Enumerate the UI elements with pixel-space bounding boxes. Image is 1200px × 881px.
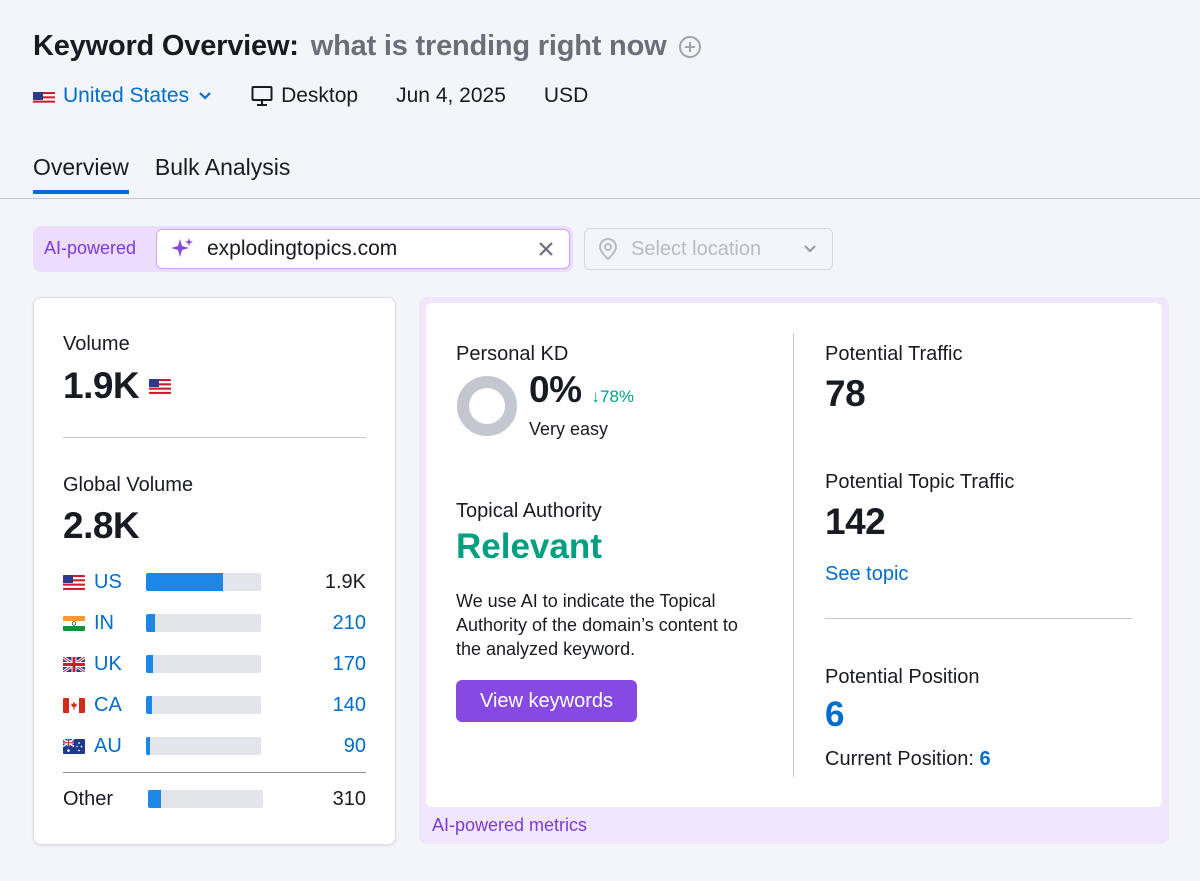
database-select[interactable]: United States [33,84,213,108]
meta-row: United States Desktop Jun 4, 2025 USD [33,84,588,108]
current-position-row: Current Position: 6 [825,748,991,771]
personal-kd-value: 0% [529,369,582,410]
device-label: Desktop [281,84,359,107]
currency-label: USD [543,84,589,107]
personal-kd-desc: Very easy [529,419,609,439]
database-label: United States [63,84,190,107]
domain-value: explodingtopics.com [207,237,398,260]
current-position-value[interactable]: 6 [979,748,991,770]
ai-powered-label: AI-powered [44,238,137,258]
volume-bar-fill [146,737,150,755]
country-code[interactable]: US [94,570,122,593]
volume-value: 1.9K [63,365,140,406]
chevron-down-icon [804,245,816,253]
global-volume-label: Global Volume [63,474,194,496]
tab-bar: Overview Bulk Analysis [33,154,316,194]
close-icon[interactable] [537,240,555,258]
page-title: Keyword Overview: [33,30,299,62]
india-flag-icon [63,615,85,631]
global-volume-value: 2.8K [63,505,140,546]
device-indicator: Desktop [251,84,358,108]
volume-bar-fill [146,696,152,714]
ai-domain-box: AI-powered explodingtopics.com [33,226,573,272]
other-volume: 310 [332,787,366,810]
country-row-ca: CA 140 [63,692,366,718]
potential-topic-traffic-value: 142 [825,501,886,542]
volume-label: Volume [63,333,130,355]
country-volume: 1.9K [324,570,366,593]
potential-traffic-value: 78 [825,373,866,414]
country-code[interactable]: UK [94,652,122,675]
country-code[interactable]: AU [94,734,122,757]
country-row-in: IN 210 [63,610,366,636]
ai-metrics-panel: Personal KD 0% ↓78% Very easy Topical Au… [419,297,1169,844]
potential-topic-traffic-label: Potential Topic Traffic [825,471,1015,493]
country-volume[interactable]: 90 [343,734,366,757]
uk-flag-icon [63,656,85,672]
chevron-down-icon [199,92,211,100]
domain-input[interactable]: explodingtopics.com [156,229,570,269]
us-flag-icon [63,574,85,590]
australia-flag-icon [63,738,85,754]
potential-position-label: Potential Position [825,666,980,688]
personal-kd-value-row: 0% ↓78% [529,369,634,411]
volume-value-row: 1.9K [63,365,172,407]
location-pin-icon [598,237,618,261]
volume-bar [146,655,261,673]
country-code[interactable]: CA [94,693,122,716]
country-volume[interactable]: 170 [332,652,366,675]
volume-bar [148,790,263,808]
tab-overview[interactable]: Overview [33,154,129,194]
current-position-label: Current Position: [825,748,974,770]
ai-metrics-card: Personal KD 0% ↓78% Very easy Topical Au… [426,303,1162,807]
sparkle-icon [171,238,193,257]
volume-bar [146,614,261,632]
other-label: Other [63,787,114,810]
divider [63,437,366,438]
country-row-other: Other 310 [63,786,366,812]
kd-donut-chart [457,376,517,436]
country-volume[interactable]: 140 [332,693,366,716]
date-label: Jun 4, 2025 [396,84,506,107]
country-row-uk: UK 170 [63,651,366,677]
ai-metrics-footer: AI-powered metrics [432,815,588,835]
topical-authority-desc: We use AI to indicate the Topical Author… [456,591,738,659]
volume-bar [146,737,261,755]
volume-bar [146,573,261,591]
potential-traffic-label: Potential Traffic [825,343,963,365]
location-select[interactable]: Select location [584,228,833,270]
personal-kd-label: Personal KD [456,343,569,365]
volume-card: Volume 1.9K Global Volume 2.8K [33,297,396,845]
us-flag-icon [33,89,55,104]
volume-bar [146,696,261,714]
add-circle-icon[interactable] [678,35,702,59]
country-row-au: AU 90 [63,733,366,759]
keyword-text: what is trending right now [310,30,667,62]
volume-bar-fill [146,614,155,632]
country-volume[interactable]: 210 [332,611,366,634]
page-header: Keyword Overview: what is trending right… [33,30,702,63]
desktop-icon [251,86,273,106]
tab-bulk-analysis[interactable]: Bulk Analysis [154,154,291,180]
topical-authority-label: Topical Authority [456,500,602,522]
volume-bar-fill [146,573,224,591]
volume-bar-fill [146,655,153,673]
vertical-divider [793,333,794,777]
personal-kd-delta: ↓78% [591,387,635,406]
location-placeholder: Select location [631,237,762,260]
see-topic-link[interactable]: See topic [825,563,909,585]
canada-flag-icon [63,697,85,713]
view-keywords-button[interactable]: View keywords [456,680,637,722]
us-flag-icon [149,378,172,394]
topical-authority-value: Relevant [456,527,602,566]
country-code[interactable]: IN [94,611,114,634]
volume-bar-fill [148,790,161,808]
tabs-divider [0,198,1200,199]
divider [825,618,1132,619]
divider [63,772,366,773]
country-row-us: US 1.9K [63,569,366,595]
potential-position-value[interactable]: 6 [825,695,845,734]
